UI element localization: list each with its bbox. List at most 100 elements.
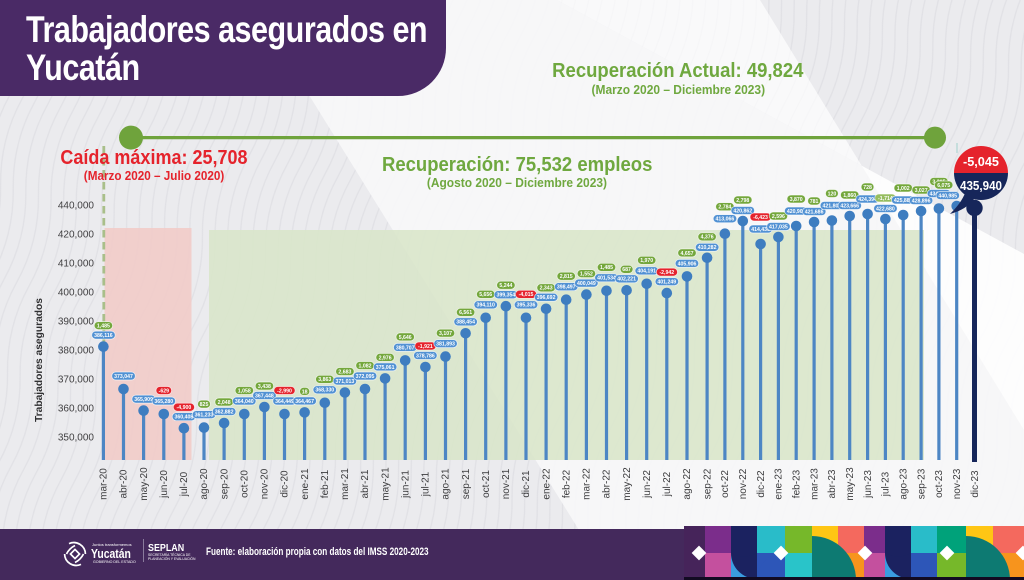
svg-text:ago-22: ago-22 [682,468,693,500]
svg-text:jul-21: jul-21 [421,471,432,497]
svg-text:362,882: 362,882 [215,409,234,415]
svg-text:440,000: 440,000 [58,201,95,212]
svg-text:-1,714: -1,714 [878,196,893,202]
svg-text:jun-22: jun-22 [642,470,653,499]
svg-text:781: 781 [810,199,819,205]
svg-text:380,000: 380,000 [58,346,95,357]
svg-text:420,000: 420,000 [58,230,95,241]
svg-text:381,893: 381,893 [436,342,455,348]
svg-text:350,000: 350,000 [58,433,95,444]
svg-text:401,534: 401,534 [597,276,616,282]
svg-text:3,870: 3,870 [790,197,803,203]
svg-text:nov-22: nov-22 [738,468,749,499]
svg-text:417,035: 417,035 [769,224,788,230]
svg-text:414,438: 414,438 [751,227,770,233]
svg-text:oct-21: oct-21 [481,470,492,498]
svg-text:388,454: 388,454 [456,320,475,326]
svg-text:390,000: 390,000 [58,317,95,328]
svg-text:may-22: may-22 [622,467,633,501]
svg-text:2,976: 2,976 [379,355,392,361]
svg-text:mar-20: mar-20 [99,468,110,500]
svg-text:435,940: 435,940 [960,178,1002,193]
svg-text:1,860: 1,860 [843,193,856,199]
svg-text:1,485: 1,485 [600,265,613,271]
svg-text:410,000: 410,000 [58,259,95,270]
svg-text:oct-23: oct-23 [934,470,945,498]
svg-text:380,707: 380,707 [396,345,415,351]
svg-text:400,000: 400,000 [58,288,95,299]
svg-text:1,082: 1,082 [359,363,372,369]
svg-text:421,686: 421,686 [805,209,824,215]
svg-text:dic-22: dic-22 [756,470,767,498]
svg-text:jul-22: jul-22 [662,471,673,497]
svg-text:396,692: 396,692 [537,295,556,301]
svg-text:420,905: 420,905 [787,209,806,215]
svg-text:5,244: 5,244 [499,283,512,289]
svg-text:394,110: 394,110 [476,303,495,309]
svg-text:410,282: 410,282 [698,245,717,251]
svg-text:oct-22: oct-22 [720,470,731,498]
svg-text:-4,015: -4,015 [519,292,534,298]
svg-text:399,354: 399,354 [497,293,516,299]
svg-text:1,058: 1,058 [238,388,251,394]
svg-text:ene-22: ene-22 [541,468,552,500]
svg-text:398,497: 398,497 [557,285,576,291]
svg-text:1,485: 1,485 [97,324,110,330]
svg-text:mar-23: mar-23 [809,468,820,500]
svg-text:3,863: 3,863 [318,377,331,383]
svg-text:Trabajadores asegurados: Trabajadores asegurados [33,298,45,422]
svg-text:3,027: 3,027 [915,188,928,194]
svg-text:404,191: 404,191 [637,269,656,275]
svg-text:424,394: 424,394 [858,197,877,203]
svg-text:2,784: 2,784 [718,205,731,211]
svg-text:dic-21: dic-21 [521,470,532,498]
svg-text:jul-23: jul-23 [881,471,892,497]
svg-text:1,002: 1,002 [897,186,910,192]
svg-text:361,233: 361,233 [195,413,214,419]
svg-text:364,467: 364,467 [295,399,314,405]
svg-text:may-23: may-23 [845,467,856,501]
svg-text:ago-20: ago-20 [199,468,210,500]
svg-text:2,596: 2,596 [772,214,785,220]
svg-text:728: 728 [863,185,872,191]
svg-text:sep-22: sep-22 [702,468,713,499]
svg-text:18: 18 [302,389,308,395]
svg-text:-1,921: -1,921 [418,344,433,350]
svg-text:-2,942: -2,942 [659,270,674,276]
svg-text:-5,045: -5,045 [963,154,999,169]
svg-text:1,552: 1,552 [580,272,593,278]
svg-text:ago-21: ago-21 [441,468,452,500]
svg-text:372,095: 372,095 [356,374,375,380]
svg-text:sep-20: sep-20 [219,468,230,499]
svg-text:360,000: 360,000 [58,404,95,415]
svg-text:4,376: 4,376 [701,235,714,241]
svg-text:360,408: 360,408 [175,415,194,421]
svg-text:395,336: 395,336 [517,303,536,309]
svg-text:2,343: 2,343 [540,286,553,292]
svg-text:364,040: 364,040 [235,399,254,405]
svg-text:oct-20: oct-20 [240,470,251,498]
svg-text:jun-21: jun-21 [400,470,411,499]
svg-text:mar-21: mar-21 [340,468,351,500]
svg-text:feb-21: feb-21 [320,469,331,498]
svg-text:400,049: 400,049 [577,281,596,287]
svg-text:370,000: 370,000 [58,375,95,386]
svg-text:ene-23: ene-23 [774,468,785,500]
svg-text:378,786: 378,786 [416,353,435,359]
svg-text:dic-23: dic-23 [970,470,981,498]
svg-text:5,646: 5,646 [399,335,412,341]
svg-text:feb-22: feb-22 [561,469,572,498]
svg-text:nov-20: nov-20 [260,468,271,499]
svg-text:3,107: 3,107 [439,331,452,337]
svg-text:1,970: 1,970 [640,258,653,264]
svg-text:413,066: 413,066 [716,217,735,223]
svg-text:mar-22: mar-22 [582,468,593,500]
svg-text:may-21: may-21 [380,467,391,501]
svg-text:423,666: 423,666 [840,203,859,209]
svg-text:ene-21: ene-21 [300,468,311,500]
svg-text:sep-23: sep-23 [916,468,927,499]
svg-text:364,449: 364,449 [275,399,294,405]
svg-text:365,280: 365,280 [154,399,173,405]
svg-text:ago-23: ago-23 [898,468,909,500]
svg-text:373,047: 373,047 [114,374,133,380]
